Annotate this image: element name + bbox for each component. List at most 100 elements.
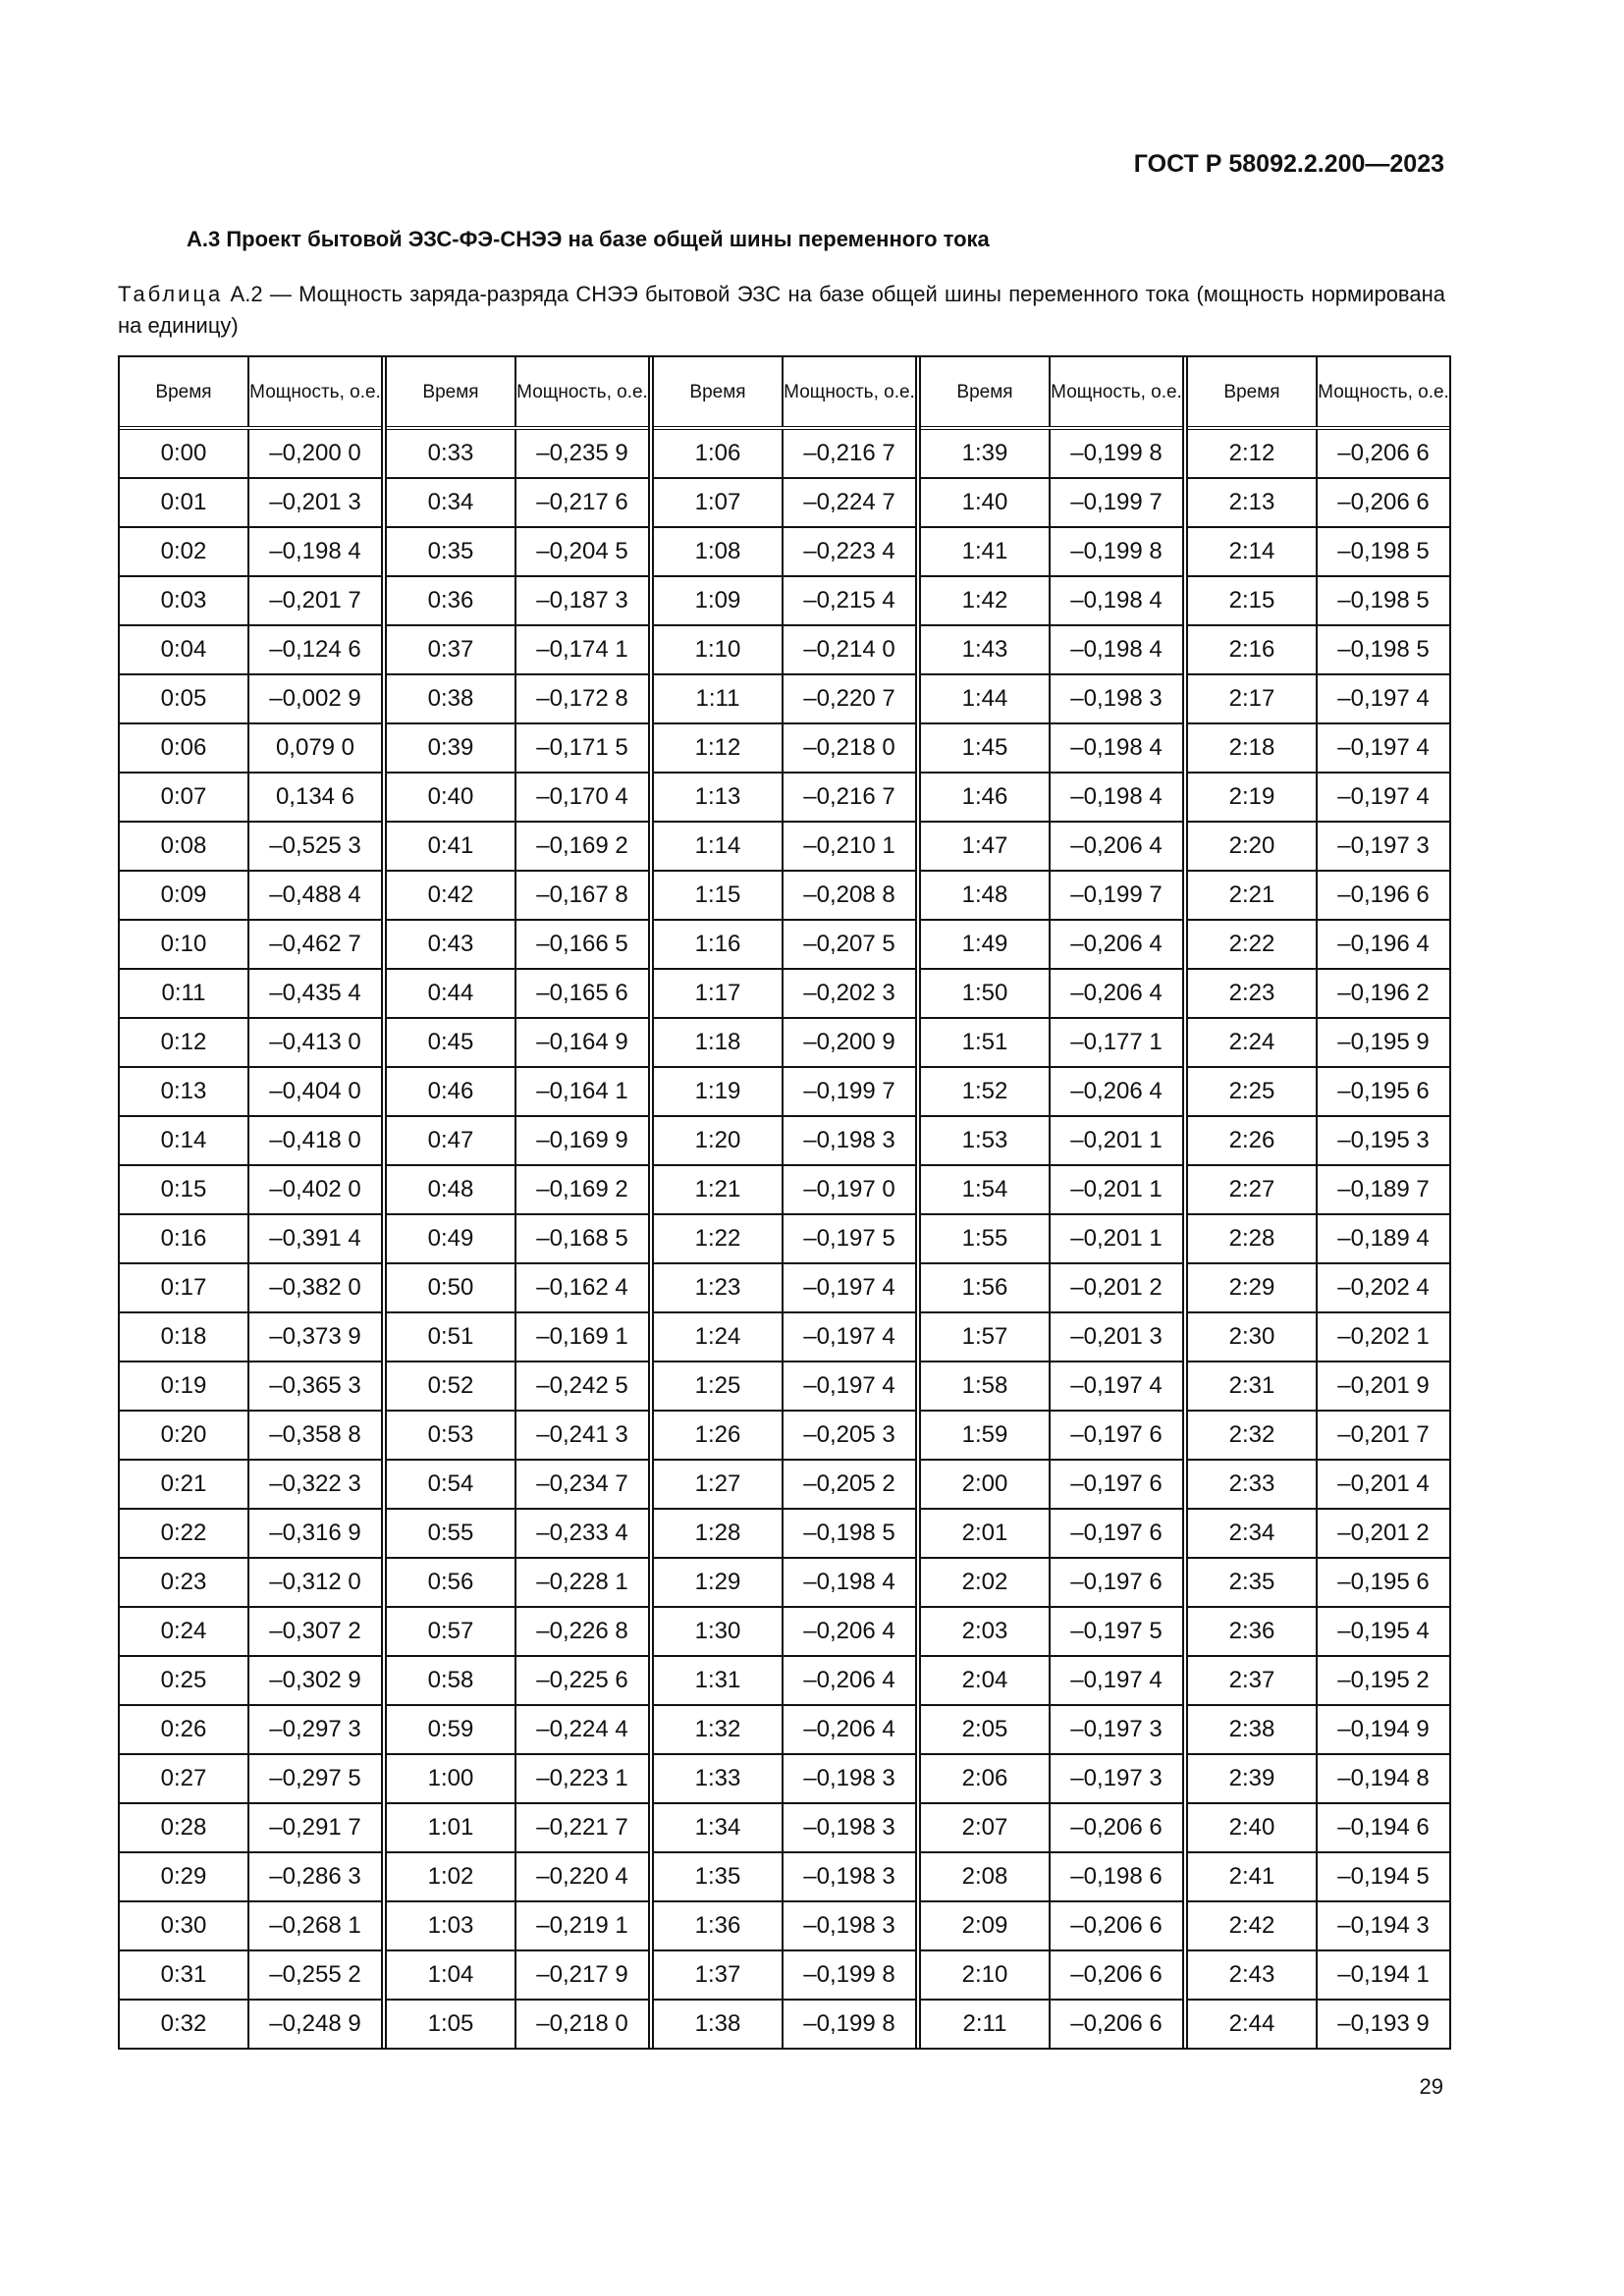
power-cell: –0,199 8 [1049, 430, 1182, 477]
time-cell: 2:29 [1228, 1274, 1275, 1301]
table-row: 0:54 –0,234 7 [387, 1459, 648, 1508]
power-cell: –0,402 0 [247, 1166, 381, 1213]
table-row: 0:52 –0,242 5 [387, 1361, 648, 1410]
power-cell: –0,206 6 [1316, 479, 1449, 526]
table-row: 1:03 –0,219 1 [387, 1900, 648, 1949]
table-row: 0:00 –0,200 0 [120, 430, 381, 477]
table-row: 2:13 –0,206 6 [1188, 477, 1449, 526]
table-row: 0:10 –0,462 7 [120, 919, 381, 968]
header-power: Мощность, о.е. [782, 357, 915, 426]
table-row: 0:35 –0,204 5 [387, 526, 648, 575]
power-cell: –0,197 0 [782, 1166, 915, 1213]
power-cell: –0,302 9 [247, 1657, 381, 1704]
table-row: 1:53 –0,201 1 [921, 1115, 1182, 1164]
time-cell: 1:49 [961, 931, 1008, 957]
table-row: 1:11 –0,220 7 [654, 673, 915, 722]
time-cell: 1:11 [695, 685, 740, 712]
power-cell: –0,205 3 [782, 1412, 915, 1459]
time-cell: 0:51 [427, 1323, 474, 1350]
time-cell: 0:18 [160, 1323, 207, 1350]
table-row: 2:33 –0,201 4 [1188, 1459, 1449, 1508]
power-cell: 0,134 6 [247, 774, 381, 821]
time-cell: 0:04 [160, 636, 207, 663]
time-cell: 2:24 [1228, 1029, 1275, 1055]
power-cell: –0,226 8 [514, 1608, 648, 1655]
power-cell: –0,199 8 [782, 1951, 915, 1999]
time-cell: 0:36 [427, 587, 474, 614]
table-row: 0:24 –0,307 2 [120, 1606, 381, 1655]
power-cell: –0,198 5 [782, 1510, 915, 1557]
power-cell: –0,220 7 [782, 675, 915, 722]
time-cell: 1:51 [961, 1029, 1008, 1055]
power-cell: –0,198 4 [1049, 724, 1182, 772]
time-cell: 2:17 [1228, 685, 1275, 712]
power-cell: –0,228 1 [514, 1559, 648, 1606]
header-power: Мощность, о.е. [1049, 357, 1182, 426]
table-row: 0:06 0,079 0 [120, 722, 381, 772]
table-row: 2:43 –0,194 1 [1188, 1949, 1449, 1999]
table-row: 1:57 –0,201 3 [921, 1311, 1182, 1361]
table-row: 1:18 –0,200 9 [654, 1017, 915, 1066]
power-cell: –0,198 3 [782, 1853, 915, 1900]
power-cell: –0,201 7 [247, 577, 381, 624]
power-cell: –0,002 9 [247, 675, 381, 722]
power-cell: –0,195 6 [1316, 1559, 1449, 1606]
time-cell: 0:02 [160, 538, 207, 564]
time-cell: 0:40 [427, 783, 474, 810]
table-row: 1:36 –0,198 3 [654, 1900, 915, 1949]
power-cell: –0,201 2 [1316, 1510, 1449, 1557]
table-row: 2:17 –0,197 4 [1188, 673, 1449, 722]
power-cell: –0,166 5 [514, 921, 648, 968]
table-row: 0:16 –0,391 4 [120, 1213, 381, 1262]
time-cell: 1:47 [961, 832, 1008, 859]
table-row: 0:28 –0,291 7 [120, 1802, 381, 1851]
table-row: 2:14 –0,198 5 [1188, 526, 1449, 575]
time-cell: 1:31 [694, 1667, 741, 1693]
power-cell: –0,169 2 [514, 823, 648, 870]
time-cell: 2:13 [1228, 489, 1275, 515]
power-cell: –0,195 9 [1316, 1019, 1449, 1066]
time-cell: 0:56 [427, 1569, 474, 1595]
time-cell: 1:02 [427, 1863, 474, 1890]
power-cell: –0,206 6 [1316, 430, 1449, 477]
table-row: 0:49 –0,168 5 [387, 1213, 648, 1262]
time-cell: 2:06 [961, 1765, 1008, 1791]
header-power: Мощность, о.е. [514, 357, 648, 426]
column-group: Время Мощность, о.е. 0:00 –0,200 0 0:01 –0,20… [120, 357, 381, 2048]
time-cell: 0:19 [160, 1372, 207, 1399]
time-cell: 1:00 [427, 1765, 474, 1791]
table-row: 2:01 –0,197 6 [921, 1508, 1182, 1557]
table-row: 1:01 –0,221 7 [387, 1802, 648, 1851]
power-cell: –0,196 6 [1316, 872, 1449, 919]
table-row: 1:34 –0,198 3 [654, 1802, 915, 1851]
time-cell: 0:27 [160, 1765, 207, 1791]
power-cell: –0,216 7 [782, 430, 915, 477]
table-row: 1:45 –0,198 4 [921, 722, 1182, 772]
power-cell: –0,206 4 [1049, 970, 1182, 1017]
power-cell: –0,193 9 [1316, 2001, 1449, 2048]
time-cell: 0:26 [160, 1716, 207, 1742]
power-cell: –0,195 6 [1316, 1068, 1449, 1115]
time-cell: 1:55 [961, 1225, 1008, 1252]
table-row: 0:37 –0,174 1 [387, 624, 648, 673]
table-row: 0:29 –0,286 3 [120, 1851, 381, 1900]
table-row: 0:51 –0,169 1 [387, 1311, 648, 1361]
table-row: 0:42 –0,167 8 [387, 870, 648, 919]
time-cell: 0:41 [427, 832, 474, 859]
table-row: 1:25 –0,197 4 [654, 1361, 915, 1410]
table-row: 0:25 –0,302 9 [120, 1655, 381, 1704]
time-cell: 2:25 [1228, 1078, 1275, 1104]
power-cell: –0,224 7 [782, 479, 915, 526]
table-row: 1:17 –0,202 3 [654, 968, 915, 1017]
time-cell: 0:37 [427, 636, 474, 663]
table-row: 0:36 –0,187 3 [387, 575, 648, 624]
power-cell: 0,079 0 [247, 724, 381, 772]
power-table: Время Мощность, о.е. 0:00 –0,200 0 0:01 –0,20… [118, 355, 1451, 2050]
power-cell: –0,206 4 [782, 1706, 915, 1753]
time-cell: 1:17 [694, 980, 741, 1006]
power-cell: –0,197 4 [782, 1264, 915, 1311]
power-cell: –0,194 9 [1316, 1706, 1449, 1753]
time-cell: 1:04 [427, 1961, 474, 1988]
power-cell: –0,216 7 [782, 774, 915, 821]
time-cell: 0:52 [427, 1372, 474, 1399]
